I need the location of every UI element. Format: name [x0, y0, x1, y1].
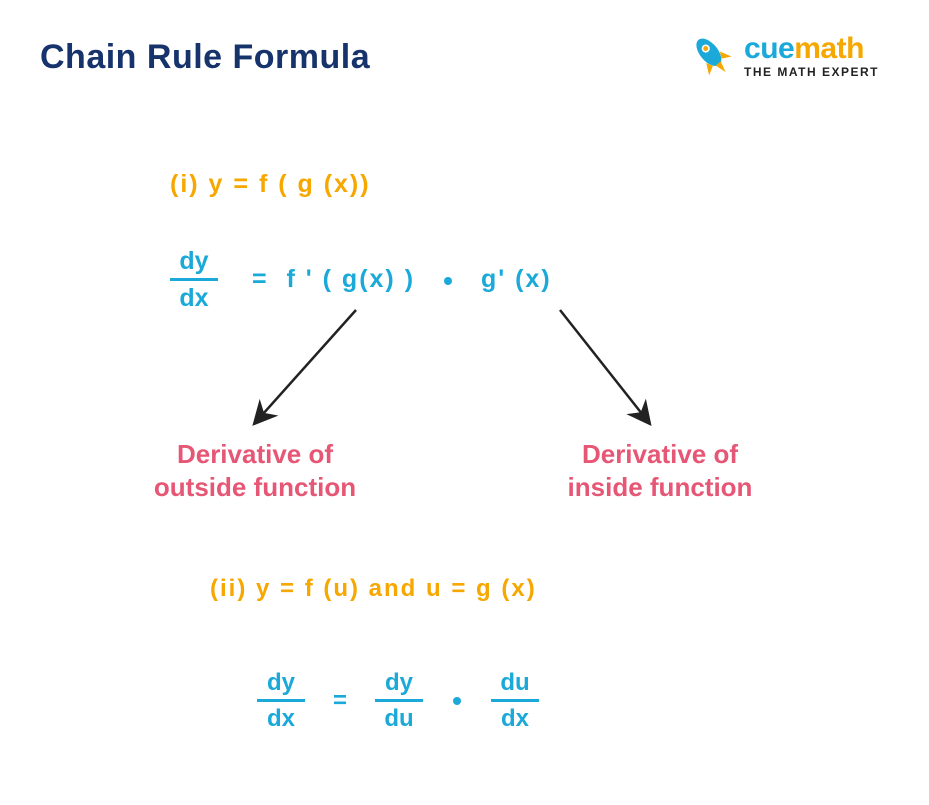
- label-outside-function: Derivative of outside function: [115, 438, 395, 503]
- section1-equation: dy dx = f ' ( g(x) ) g' (x): [170, 248, 552, 312]
- label-inside-function: Derivative of inside function: [530, 438, 790, 503]
- section1-definition: (i) y = f ( g (x)): [170, 170, 371, 199]
- logo-tagline: THE MATH EXPERT: [744, 66, 879, 78]
- multiply-dot-icon: [444, 277, 452, 285]
- equals-sign: =: [333, 687, 347, 715]
- arrow-inside: [560, 310, 650, 424]
- arrow-outside: [254, 310, 356, 424]
- fraction-denominator: dx: [179, 285, 208, 311]
- logo-text: cuemath THE MATH EXPERT: [744, 34, 879, 78]
- label-outside-l1: Derivative of: [177, 439, 333, 469]
- section2-definition-text: y = f (u) and u = g (x): [256, 575, 537, 602]
- logo-brand-part2: math: [794, 32, 864, 65]
- section2-equation: dy dx = dy du du dx: [245, 670, 551, 731]
- fraction-numerator: dy: [385, 670, 413, 695]
- fraction-bar: [491, 699, 539, 702]
- fraction-numerator: dy: [179, 248, 208, 274]
- fraction-bar: [375, 699, 423, 702]
- fraction-numerator: dy: [267, 670, 295, 695]
- fraction-denominator: dx: [267, 706, 295, 731]
- multiply-dot-icon: [453, 697, 461, 705]
- section2-term1: dy dx: [257, 670, 305, 731]
- section1-rhs: = f ' ( g(x) ) g' (x): [252, 265, 552, 294]
- section1-lhs-fraction: dy dx: [170, 248, 218, 312]
- section2-prefix: (ii): [210, 575, 256, 602]
- section1-prefix: (i): [170, 170, 209, 198]
- label-inside-l2: inside function: [568, 472, 753, 502]
- fraction-denominator: dx: [501, 706, 529, 731]
- label-outside-l2: outside function: [154, 472, 356, 502]
- section1-rhs-outside: f ' ( g(x) ): [287, 265, 416, 293]
- fraction-bar: [170, 278, 218, 281]
- section1-definition-text: y = f ( g (x)): [209, 170, 371, 198]
- logo-brand: cuemath: [744, 34, 879, 64]
- page-title: Chain Rule Formula: [40, 38, 370, 77]
- section1-rhs-inside: g' (x): [481, 265, 552, 293]
- rocket-icon: [686, 30, 738, 82]
- section2-term3: du dx: [491, 670, 539, 731]
- fraction-denominator: du: [384, 706, 413, 731]
- brand-logo: cuemath THE MATH EXPERT: [686, 30, 879, 82]
- section2-definition: (ii) y = f (u) and u = g (x): [210, 575, 537, 603]
- fraction-bar: [257, 699, 305, 702]
- logo-brand-part1: cue: [744, 32, 794, 65]
- fraction-numerator: du: [500, 670, 529, 695]
- label-inside-l1: Derivative of: [582, 439, 738, 469]
- section2-term2: dy du: [375, 670, 423, 731]
